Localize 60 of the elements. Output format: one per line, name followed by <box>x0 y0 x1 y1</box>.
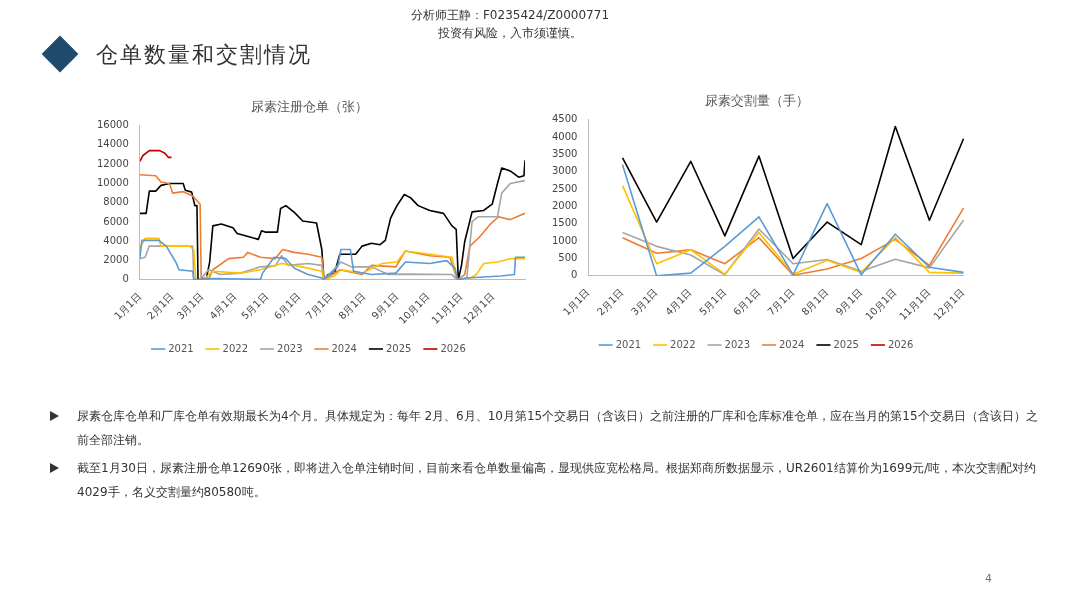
legend-label: 2023 <box>277 342 303 354</box>
text: 尿素仓库仓单和厂库仓单有效期最长为4个月。具体规定为：每年 2月、6月、10月第15个交易日（含该日）之前注册的厂库和仓库标准仓单，应在当月的第15个交易日（含该日）之前全部注销。 <box>77 408 1039 449</box>
x-tick-label: 4月1日 <box>207 290 239 322</box>
x-tick-label: 1月1日 <box>112 290 144 322</box>
chart-title: 尿素交割量（手） <box>705 93 809 109</box>
legend-label: 2023 <box>724 338 750 350</box>
legend-label: 2022 <box>222 342 249 354</box>
x-tick-label: 5月1日 <box>697 286 729 318</box>
y-tick-label: 3500 <box>552 147 578 159</box>
x-tick-label: 11月1日 <box>897 286 933 323</box>
x-tick-label: 6月1日 <box>731 286 763 318</box>
x-tick-label: 4月1日 <box>663 286 694 318</box>
y-tick-label: 4000 <box>552 130 578 142</box>
x-tick-label: 12月1日 <box>461 290 497 327</box>
x-tick-label: 7月1日 <box>765 286 797 318</box>
x-tick-label: 6月1日 <box>271 290 303 322</box>
y-tick-label: 1500 <box>552 217 578 229</box>
y-tick-label: 2000 <box>103 254 129 266</box>
text: 分析师王静：F0235424/Z0000771 <box>409 7 611 24</box>
y-tick-label: 4000 <box>103 234 129 246</box>
legend-label: 2026 <box>440 342 466 354</box>
text: 仓单数量和交割情况 <box>96 41 312 69</box>
y-tick-label: 3000 <box>552 165 578 177</box>
x-tick-label: 2月1日 <box>594 286 626 318</box>
text: 投资有风险，入市须谨慎。 <box>437 25 583 42</box>
x-tick-label: 1月1日 <box>560 286 592 318</box>
y-tick-label: 2000 <box>552 200 578 212</box>
x-tick-label: 3月1日 <box>174 290 206 322</box>
x-tick-label: 5月1日 <box>239 290 271 322</box>
x-tick-label: 8月1日 <box>336 290 368 322</box>
text: 截至1月30日，尿素注册仓单12690张，即将进入仓单注销时间，目前来看仓单数量偏高，显现供应宽松格局。根据郑商所数据显示，UR2601结算价为1699元/吨，本次交割配对约4029手，名义交割量约80580吨。 <box>77 460 1038 501</box>
x-tick-label: 10月1日 <box>863 286 899 323</box>
x-tick-label: 8月1日 <box>799 286 831 318</box>
y-tick-label: 500 <box>558 252 578 264</box>
legend-label: 2022 <box>670 338 696 350</box>
legend-label: 2021 <box>168 342 194 354</box>
y-tick-label: 0 <box>571 269 578 281</box>
legend-label: 2026 <box>887 338 914 350</box>
y-tick-label: 10000 <box>97 177 129 189</box>
y-tick-label: 4500 <box>552 113 578 125</box>
y-tick-label: 1000 <box>552 234 578 246</box>
y-tick-label: 12000 <box>97 157 129 169</box>
legend-label: 2025 <box>385 342 412 354</box>
x-tick-label: 3月1日 <box>628 286 660 318</box>
y-tick-label: 6000 <box>103 215 129 227</box>
legend-label: 2025 <box>833 338 859 350</box>
x-tick-label: 2月1日 <box>144 290 176 322</box>
y-tick-label: 2500 <box>552 182 578 194</box>
x-tick-label: 9月1日 <box>833 286 865 318</box>
y-tick-label: 14000 <box>97 138 129 150</box>
y-tick-label: 0 <box>122 273 129 285</box>
chart-title: 尿素注册仓单（张） <box>251 99 368 115</box>
text: 4 <box>985 572 992 585</box>
legend-label: 2021 <box>615 338 642 350</box>
legend-label: 2024 <box>779 338 805 350</box>
x-tick-label: 12月1日 <box>931 286 967 323</box>
legend-label: 2024 <box>331 342 357 354</box>
y-tick-label: 8000 <box>103 196 129 208</box>
x-tick-label: 7月1日 <box>303 290 335 322</box>
y-tick-label: 16000 <box>97 119 129 131</box>
